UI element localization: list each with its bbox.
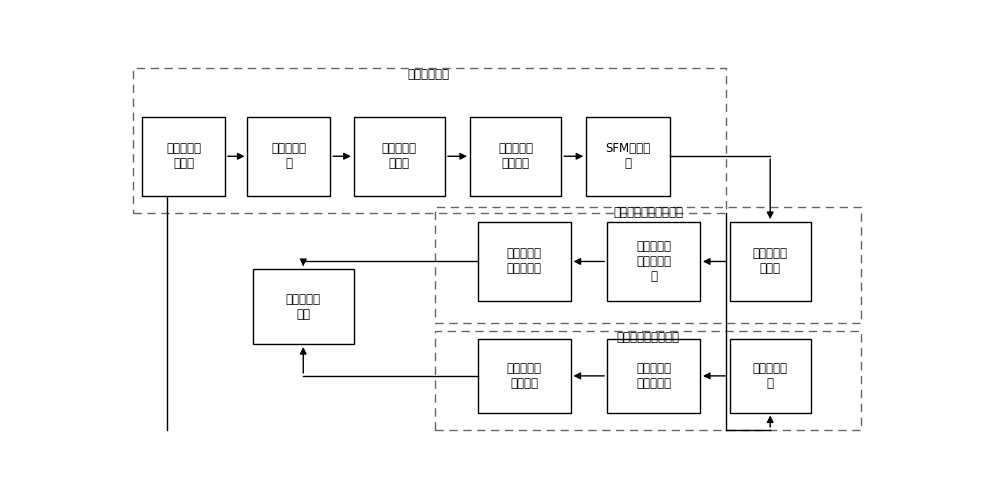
Bar [247,117,330,196]
Text: 三维重建单元: 三维重建单元 [408,68,450,81]
Bar [730,339,811,412]
Bar [586,117,670,196]
Bar [435,331,861,430]
Bar [435,207,861,324]
Bar [478,222,571,301]
Text: 检验匹配度
单元: 检验匹配度 单元 [286,293,321,321]
Bar [133,68,726,213]
Text: 电极片颜色
识别单元: 电极片颜色 识别单元 [507,362,542,390]
Text: 均匀角点生
成单元: 均匀角点生 成单元 [382,142,417,170]
Bar [142,117,225,196]
Text: 提取角点单
元: 提取角点单 元 [271,142,306,170]
Text: 心脏区域标
记单元: 心脏区域标 记单元 [753,247,788,275]
Text: 正确贴放位
置确定单元: 正确贴放位 置确定单元 [507,247,542,275]
Bar [253,269,354,344]
Bar [730,222,811,301]
Bar [607,222,700,301]
Text: 匹配角点对
生成单元: 匹配角点对 生成单元 [498,142,533,170]
Text: 获取彩色图
像单元: 获取彩色图 像单元 [166,142,201,170]
Text: 边缘提取单
元: 边缘提取单 元 [753,362,788,390]
Bar [470,117,561,196]
Text: 识别定位电极片单元: 识别定位电极片单元 [617,331,680,344]
Bar [607,339,700,412]
Text: 虚拟水平坐
标系建立单
元: 虚拟水平坐 标系建立单 元 [636,240,671,283]
Bar [478,339,571,412]
Bar [354,117,445,196]
Text: SFM重建单
元: SFM重建单 元 [605,142,651,170]
Text: 正确贴放位置定位单元: 正确贴放位置定位单元 [613,206,683,219]
Text: 实际贴放位
置定位单元: 实际贴放位 置定位单元 [636,362,671,390]
